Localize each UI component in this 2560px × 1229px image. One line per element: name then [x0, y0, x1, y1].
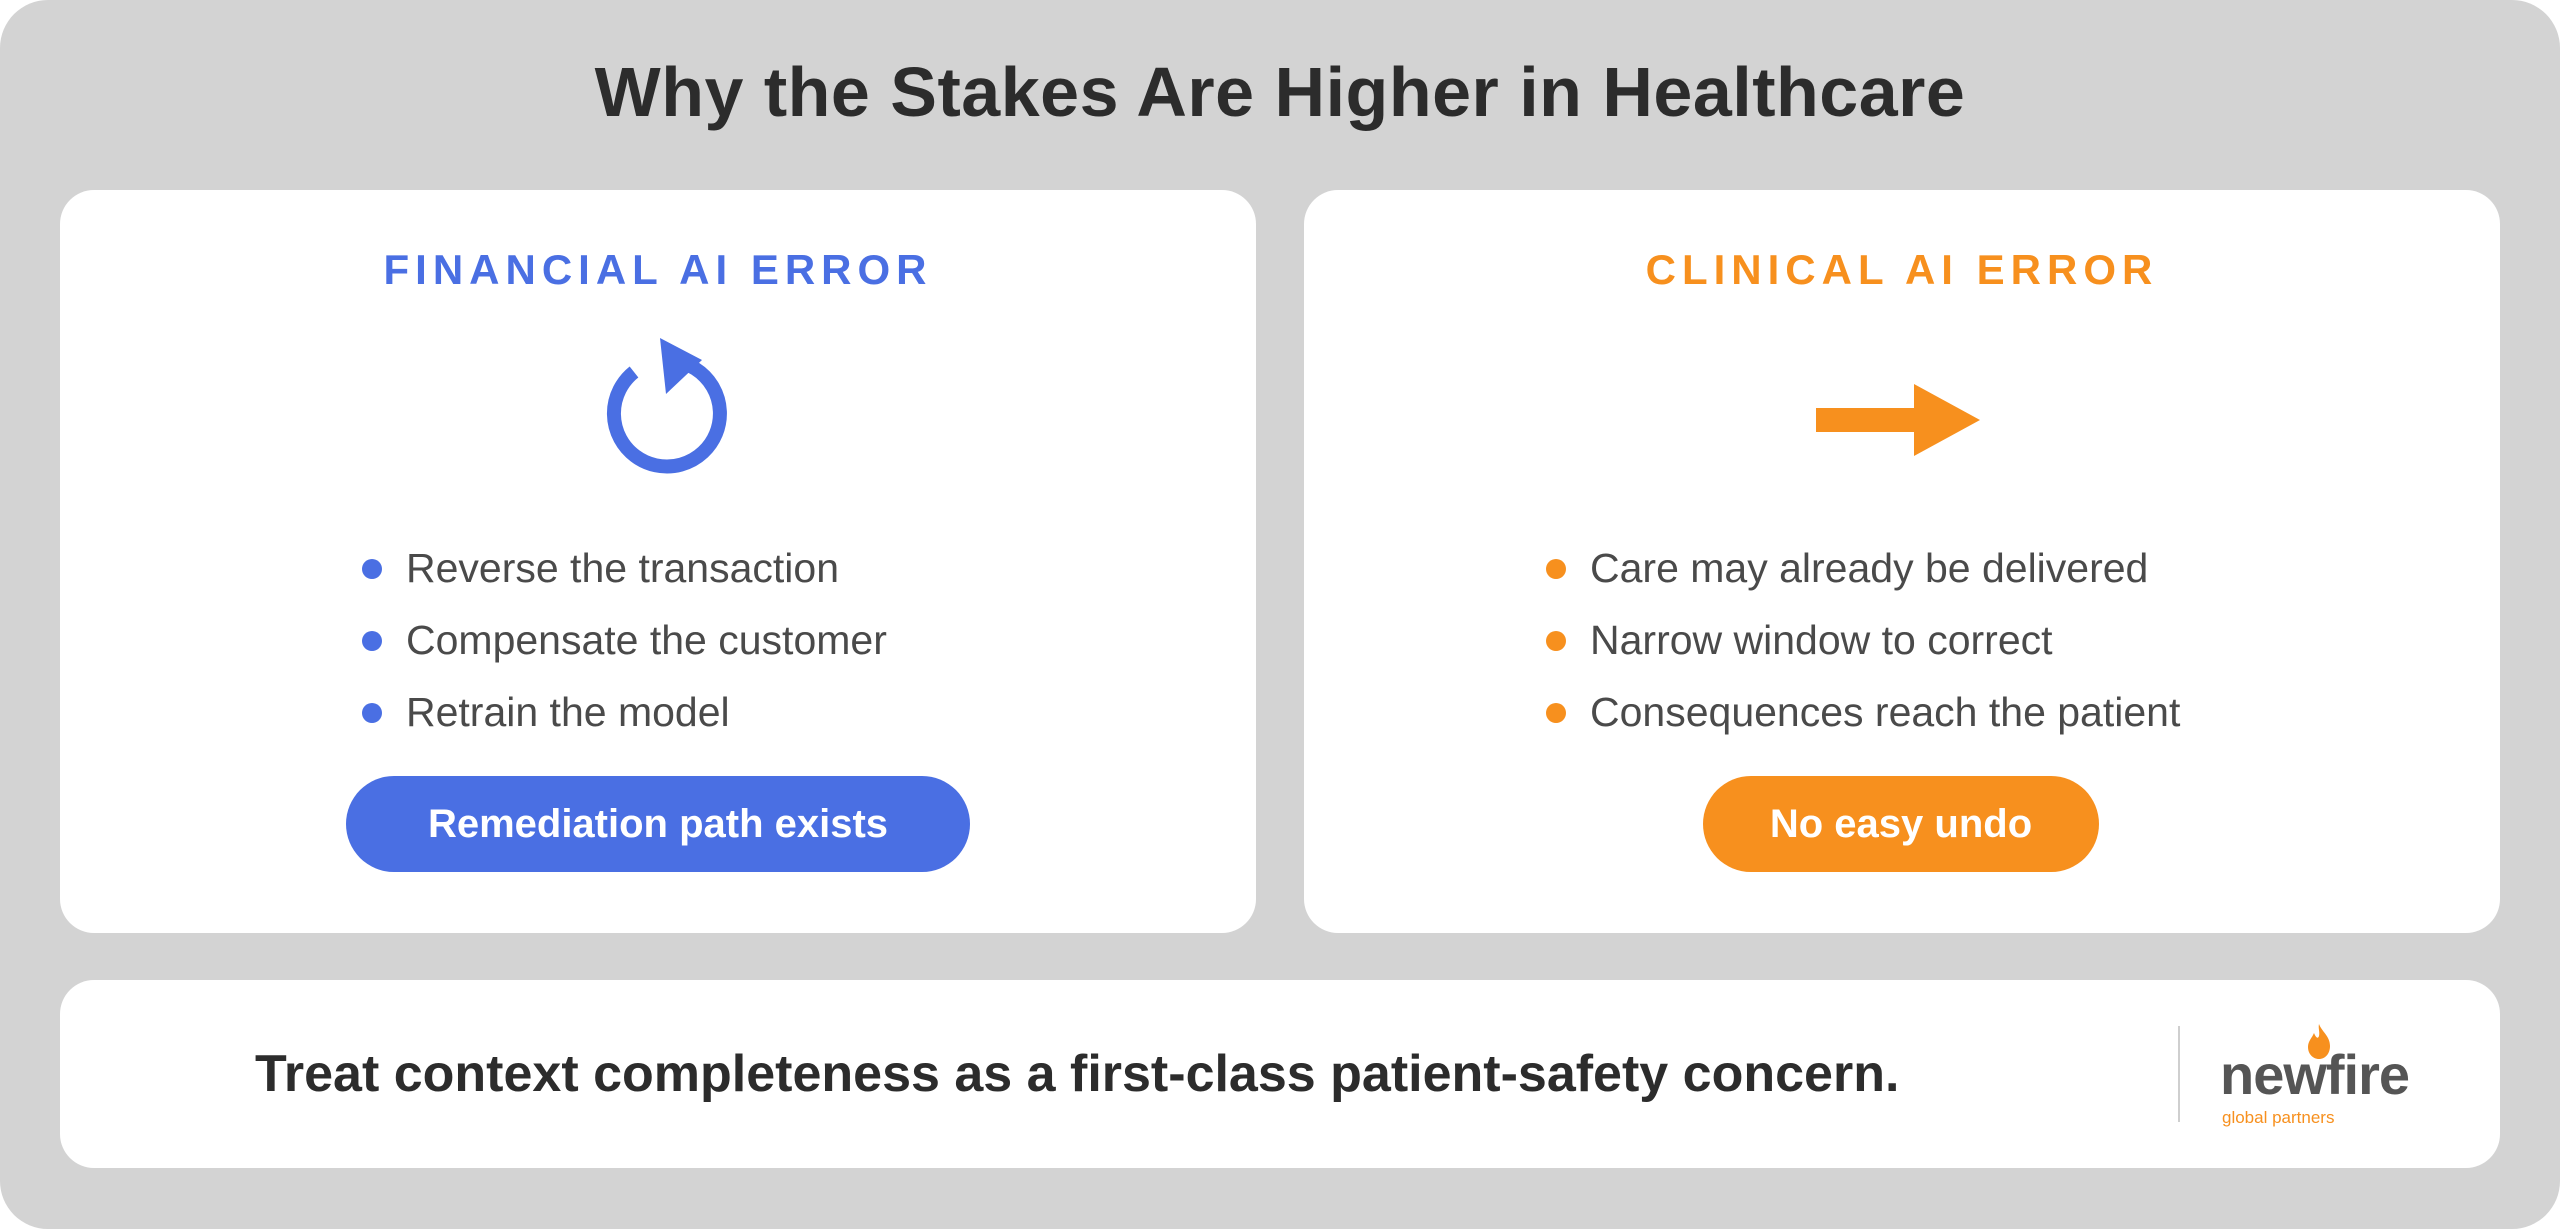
bullet-dot: [1546, 559, 1566, 579]
flame-icon: [2308, 1024, 2330, 1059]
financial-bullet-list: Reverse the transaction Compensate the c…: [360, 532, 887, 748]
no-undo-badge: No easy undo: [1703, 776, 2099, 872]
financial-heading: FINANCIAL AI ERROR: [383, 246, 933, 293]
list-item: Retrain the model: [360, 676, 887, 748]
clinical-bullet-list: Care may already be delivered Narrow win…: [1544, 532, 2180, 748]
financial-error-card: FINANCIAL AI ERROR Reverse the transacti…: [60, 190, 1256, 933]
footer-divider: [2178, 1026, 2180, 1122]
list-item: Narrow window to correct: [1544, 604, 2180, 676]
logo-wordmark: newfire: [2220, 1043, 2410, 1106]
logo-tagline: global partners: [2222, 1108, 2335, 1127]
remediation-badge: Remediation path exists: [346, 776, 970, 872]
bullet-dot: [362, 559, 382, 579]
bullet-dot: [1546, 631, 1566, 651]
right-arrow-icon: [1816, 380, 1984, 460]
clinical-error-card: CLINICAL AI ERROR Care may already be de…: [1304, 190, 2500, 933]
bullet-dot: [362, 631, 382, 651]
list-item: Care may already be delivered: [1544, 532, 2180, 604]
list-item: Reverse the transaction: [360, 532, 887, 604]
footer-statement: Treat context completeness as a first-cl…: [255, 1045, 1900, 1103]
list-item: Compensate the customer: [360, 604, 887, 676]
bullet-dot: [362, 703, 382, 723]
bullet-dot: [1546, 703, 1566, 723]
page-title: Why the Stakes Are Higher in Healthcare: [594, 53, 1966, 131]
clinical-heading: CLINICAL AI ERROR: [1645, 246, 2159, 293]
circular-arrow-icon: [588, 338, 728, 478]
newfire-logo: newfire global partners: [2220, 1024, 2460, 1134]
list-item: Consequences reach the patient: [1544, 676, 2180, 748]
footer-banner: Treat context completeness as a first-cl…: [60, 980, 2500, 1168]
